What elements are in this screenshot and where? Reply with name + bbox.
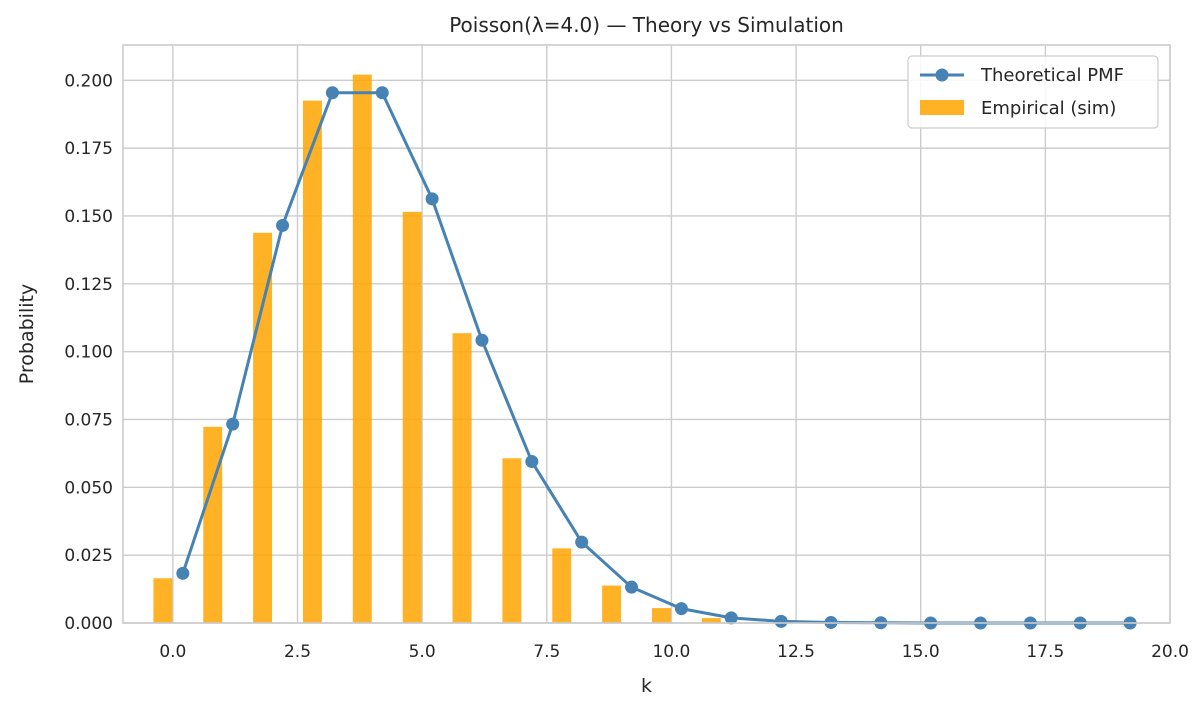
theoretical-pmf-point (575, 535, 589, 549)
theoretical-pmf-point (774, 614, 788, 628)
empirical-bar (452, 333, 472, 623)
theoretical-pmf-point (176, 566, 190, 580)
x-tick-label: 5.0 (409, 642, 436, 662)
x-tick-label: 17.5 (1026, 642, 1064, 662)
y-tick-label: 0.100 (64, 343, 113, 363)
empirical-bar (302, 100, 322, 624)
plot-frame (122, 44, 1171, 624)
x-tick-label: 12.5 (777, 642, 815, 662)
empirical-bar (352, 74, 372, 623)
legend-marker-swatch (935, 68, 949, 82)
y-tick-label: 0.050 (64, 478, 113, 498)
theoretical-pmf-point (475, 333, 489, 347)
y-axis-label: Probability (16, 284, 38, 384)
x-tick-label: 0.0 (159, 642, 186, 662)
x-tick-label: 20.0 (1151, 642, 1189, 662)
y-tick-label: 0.125 (64, 275, 113, 295)
theoretical-pmf-point (525, 455, 539, 469)
legend-box (907, 55, 1159, 129)
empirical-bar (602, 585, 622, 623)
theoretical-pmf-point (226, 417, 240, 431)
theoretical-pmf-point (674, 602, 688, 616)
empirical-bar (203, 426, 223, 623)
theoretical-pmf-point (325, 86, 339, 100)
y-tick-labels: 0.000 0.025 0.050 0.075 0.100 0.125 0.150 0.175… (64, 71, 113, 634)
x-tick-label: 7.5 (533, 642, 560, 662)
y-tick-label: 0.075 (64, 410, 113, 430)
y-tick-label: 0.200 (64, 71, 113, 91)
legend-bar-swatch (920, 100, 964, 115)
empirical-bar (253, 232, 273, 623)
empirical-bar (701, 618, 721, 623)
x-tick-labels: 0.0 2.5 5.0 7.5 10.0 12.5 15.0 17.5 20.0 (159, 642, 1189, 662)
empirical-bar (651, 608, 671, 623)
y-tick-label: 0.175 (64, 139, 113, 159)
y-tick-label: 0.025 (64, 546, 113, 566)
x-axis-label: k (641, 675, 652, 697)
theoretical-pmf-point (276, 218, 290, 232)
legend-label-empirical: Empirical (sim) (981, 98, 1116, 119)
empirical-bar (402, 211, 422, 623)
legend-label-theoretical: Theoretical PMF (980, 65, 1124, 86)
empirical-bar (552, 548, 572, 623)
x-tick-label: 10.0 (652, 642, 690, 662)
theoretical-pmf-point (375, 86, 389, 100)
chart-title: Poisson(λ=4.0) — Theory vs Simulation (449, 13, 844, 37)
theoretical-pmf-point (425, 192, 439, 206)
legend: Theoretical PMF Empirical (sim) (907, 55, 1159, 129)
empirical-bar (502, 458, 522, 623)
empirical-bars (153, 74, 721, 624)
x-tick-label: 15.0 (902, 642, 940, 662)
theoretical-pmf-point (724, 611, 738, 625)
theoretical-pmf-point (625, 580, 639, 594)
y-tick-label: 0.150 (64, 207, 113, 227)
x-tick-label: 2.5 (284, 642, 311, 662)
empirical-bar (153, 578, 173, 623)
y-tick-label: 0.000 (64, 614, 113, 634)
